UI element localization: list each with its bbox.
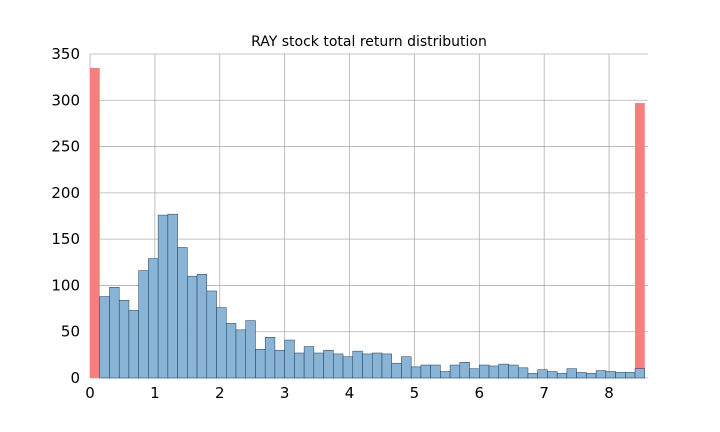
histogram-bar — [576, 372, 587, 379]
histogram-bar — [216, 307, 227, 379]
histogram-bar — [420, 364, 431, 379]
x-tick-label: 6 — [475, 384, 485, 402]
histogram-bar — [148, 258, 159, 379]
histogram-bar — [235, 329, 246, 379]
histogram-bar — [527, 373, 538, 379]
histogram-bar — [333, 353, 344, 379]
x-tick-label: 1 — [150, 384, 160, 402]
histogram-bar — [157, 214, 169, 379]
histogram-bar — [167, 213, 178, 379]
x-tick-label: 2 — [215, 384, 225, 402]
histogram-bar — [508, 364, 519, 379]
histogram-bar — [303, 346, 315, 379]
histogram-bar — [459, 362, 470, 379]
ticks-layer: 0 50 100 150 200 250 300 350 0 1 2 3 4 5 6 7 8 — [51, 45, 613, 402]
histogram-bar — [517, 367, 529, 379]
histogram-bar — [547, 371, 558, 379]
histogram-bar — [625, 372, 636, 379]
histogram-bar — [177, 247, 188, 379]
histogram-bar — [391, 362, 402, 379]
x-tick-label: 5 — [410, 384, 420, 402]
histogram-bar — [615, 372, 626, 379]
y-tick-label: 100 — [51, 276, 80, 294]
histogram-bar — [537, 369, 548, 379]
bars-layer — [90, 67, 646, 379]
histogram-bar — [118, 299, 130, 379]
histogram-bar — [294, 352, 305, 379]
histogram-bar — [566, 368, 577, 379]
chart-title: RAY stock total return distribution — [251, 34, 487, 50]
histogram-bar — [138, 270, 149, 379]
grid-layer — [89, 53, 648, 379]
x-tick-label: 8 — [604, 384, 614, 402]
histogram-bar — [274, 349, 285, 379]
histogram-bar — [342, 356, 354, 379]
histogram-bar — [556, 373, 568, 379]
y-tick-label: 250 — [51, 138, 80, 156]
y-tick-label: 200 — [51, 184, 80, 202]
histogram-bar — [362, 353, 373, 379]
histogram-bar — [586, 373, 597, 379]
histogram-bar — [449, 364, 461, 379]
histogram-bar — [371, 352, 383, 379]
histogram-bar — [595, 370, 607, 379]
histogram-bar — [323, 349, 334, 379]
histogram-bar — [498, 363, 509, 379]
histogram-bar — [284, 339, 295, 379]
histogram-bar — [264, 337, 276, 379]
y-tick-label: 300 — [51, 91, 80, 109]
histogram-bar — [187, 275, 198, 379]
x-tick-label: 7 — [539, 384, 549, 402]
histogram-bar — [313, 352, 324, 379]
histogram-bar — [605, 371, 616, 379]
y-tick-label: 150 — [51, 230, 80, 248]
histogram-bar — [440, 371, 451, 379]
x-tick-label: 0 — [85, 384, 95, 402]
histogram-bar — [196, 274, 208, 379]
histogram-bar — [128, 310, 139, 379]
histogram-bar — [469, 368, 480, 379]
histogram-bar — [109, 287, 120, 379]
tail-bar — [635, 103, 645, 378]
histogram-bar — [245, 320, 256, 379]
histogram-bar — [206, 290, 217, 379]
histogram-bar — [479, 364, 490, 379]
x-tick-label: 4 — [345, 384, 355, 402]
y-tick-label: 50 — [61, 323, 80, 341]
histogram-bar — [226, 323, 237, 379]
histogram-bar — [255, 349, 266, 379]
tail-bar — [90, 67, 100, 378]
histogram-bar — [381, 353, 392, 379]
histogram-bar — [430, 364, 441, 379]
histogram-bar — [401, 356, 412, 379]
histogram-bar — [352, 350, 363, 379]
x-tick-label: 3 — [280, 384, 290, 402]
histogram-bar — [488, 365, 500, 379]
histogram-bar — [634, 368, 646, 379]
histogram-bar — [99, 296, 110, 379]
y-tick-label: 0 — [70, 369, 80, 387]
histogram-bar — [410, 366, 422, 379]
y-tick-label: 350 — [51, 45, 80, 63]
